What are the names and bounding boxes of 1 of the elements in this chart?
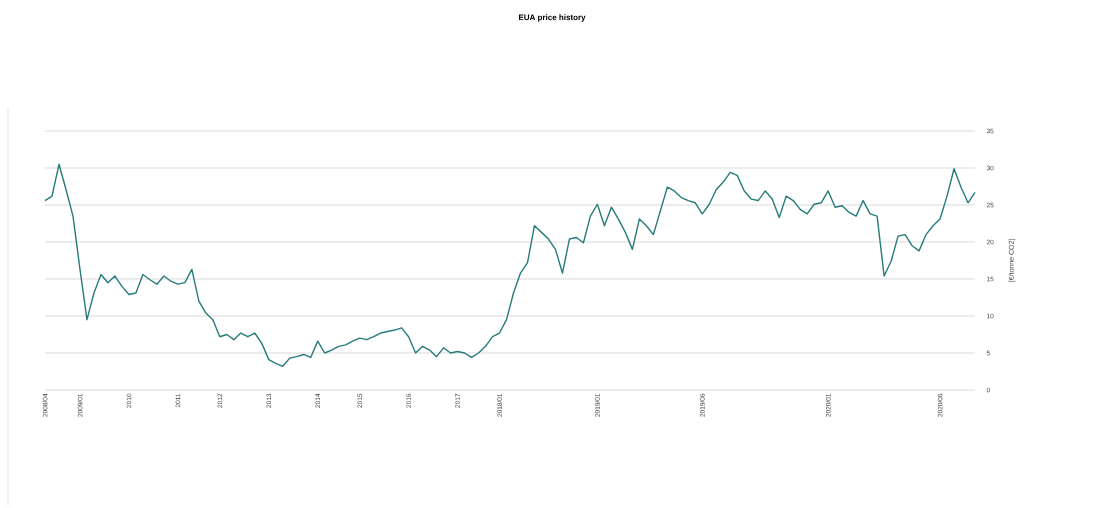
- chart-title: EUA price history: [518, 14, 586, 22]
